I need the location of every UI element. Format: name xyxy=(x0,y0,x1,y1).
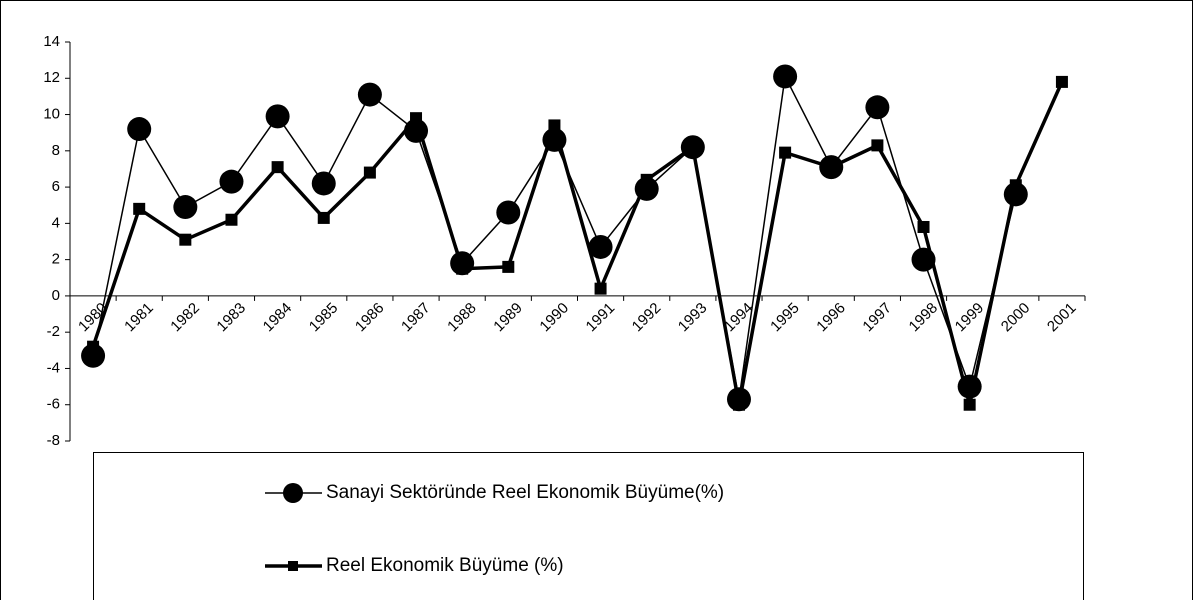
data-point xyxy=(1009,179,1022,192)
data-point xyxy=(963,398,976,411)
data-point xyxy=(594,282,607,295)
data-point xyxy=(456,262,469,275)
y-tick-label: 6 xyxy=(52,178,60,195)
data-point xyxy=(225,213,238,226)
data-point xyxy=(502,260,515,273)
data-point xyxy=(311,171,336,196)
data-point xyxy=(133,202,146,215)
y-tick-label: 4 xyxy=(52,214,60,231)
data-point xyxy=(825,161,838,174)
data-point xyxy=(871,139,884,152)
y-tick-label: -8 xyxy=(47,432,60,449)
y-tick-label: -4 xyxy=(47,359,60,376)
legend-marker xyxy=(288,561,298,571)
y-tick-label: 8 xyxy=(52,142,60,159)
data-point xyxy=(640,173,653,186)
data-point xyxy=(732,398,745,411)
data-point xyxy=(588,234,613,259)
legend-label: Sanayi Sektöründe Reel Ekonomik Büyüme(%… xyxy=(326,482,724,503)
y-tick-label: -2 xyxy=(47,323,60,340)
data-point xyxy=(127,117,152,142)
data-point xyxy=(87,340,100,353)
data-point xyxy=(1055,75,1068,88)
data-point xyxy=(173,195,198,220)
data-point xyxy=(410,112,423,125)
legend-marker xyxy=(283,483,303,503)
y-tick-label: 12 xyxy=(43,69,60,86)
y-tick-label: -6 xyxy=(47,396,60,413)
data-point xyxy=(496,200,521,225)
data-point xyxy=(357,82,382,107)
y-tick-label: 2 xyxy=(52,251,60,268)
data-point xyxy=(317,211,330,224)
y-tick-label: 0 xyxy=(52,287,60,304)
data-point xyxy=(265,104,290,129)
data-point xyxy=(271,161,284,174)
data-point xyxy=(219,169,244,194)
series-line xyxy=(91,81,1064,406)
data-point xyxy=(363,166,376,179)
data-point xyxy=(917,220,930,233)
y-tick-label: 10 xyxy=(43,106,60,123)
legend-label: Reel Ekonomik Büyüme (%) xyxy=(326,555,564,576)
data-point xyxy=(779,146,792,159)
legend-box xyxy=(93,452,1084,600)
data-point xyxy=(865,95,890,120)
data-point xyxy=(773,64,798,89)
data-point xyxy=(548,119,561,132)
y-tick-label: 14 xyxy=(43,33,60,50)
data-point xyxy=(686,141,699,154)
data-point xyxy=(179,233,192,246)
